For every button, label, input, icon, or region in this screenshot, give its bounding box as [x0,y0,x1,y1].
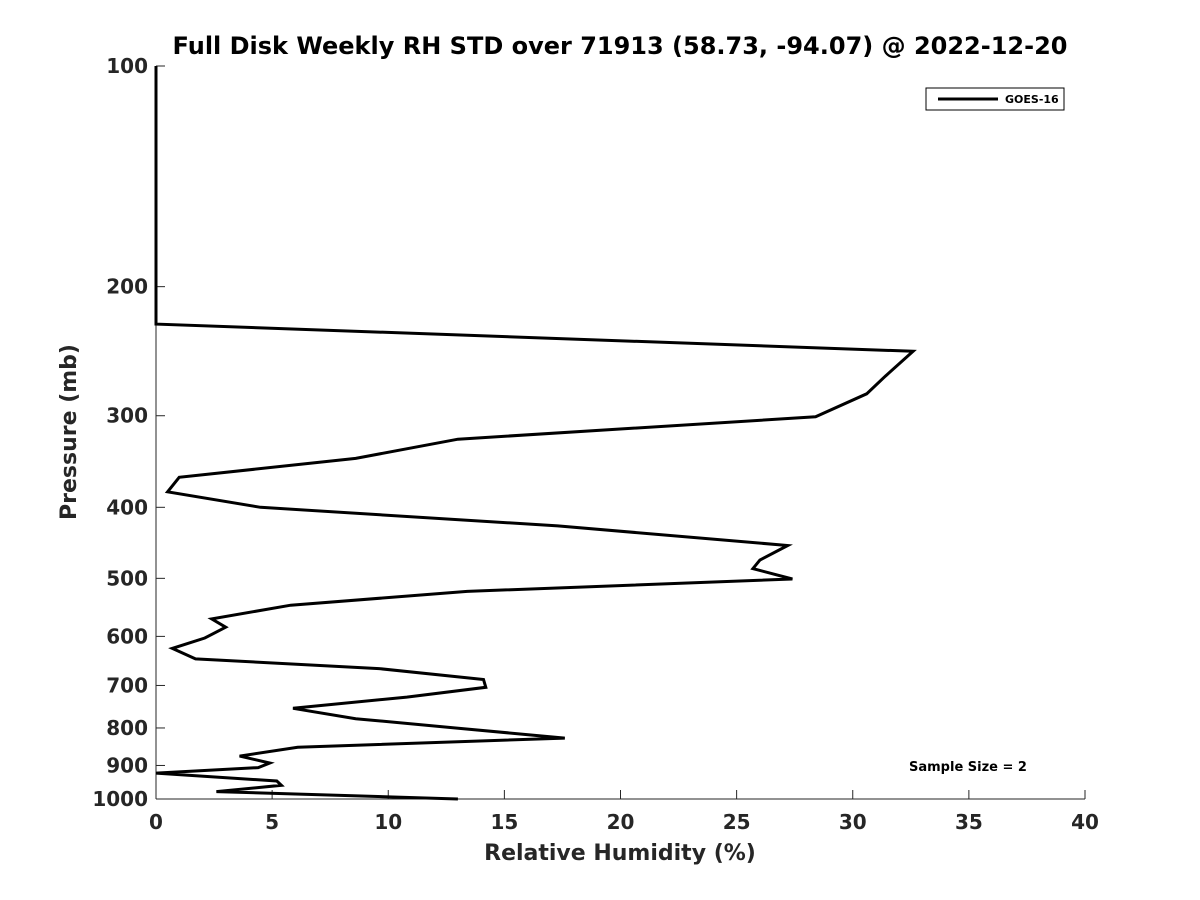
y-axis-ticks: 100 200 300 400 500 600 700 800 900 1000 [92,54,165,811]
x-tick-label: 15 [490,810,518,834]
x-tick-label: 30 [839,810,867,834]
y-tick-label: 500 [106,566,148,590]
series-layer [154,66,917,801]
y-tick-label: 700 [106,673,148,697]
x-axis-label: Relative Humidity (%) [484,841,756,866]
y-tick-label: 100 [106,54,148,78]
y-tick-label: 400 [106,495,148,519]
y-tick-label: 300 [106,404,148,428]
x-tick-label: 0 [149,810,163,834]
x-axis-ticks: 0 5 10 15 20 25 30 35 40 [149,790,1099,834]
y-tick-label: 200 [106,275,148,299]
y-tick-label: 600 [106,624,148,648]
chart-title: Full Disk Weekly RH STD over 71913 (58.7… [173,32,1068,60]
legend: GOES-16 [925,87,1065,111]
y-tick-label: 900 [106,753,148,777]
y-tick-label: 1000 [92,787,148,811]
sample-size-annotation: Sample Size = 2 [909,760,1027,775]
y-axis-label: Pressure (mb) [57,344,82,520]
x-tick-label: 20 [607,810,635,834]
x-tick-label: 35 [955,810,983,834]
series-line-0 [154,66,917,801]
x-tick-label: 40 [1071,810,1099,834]
plot-axes [155,66,1085,800]
x-tick-label: 5 [265,810,279,834]
legend-label-goes-16: GOES-16 [1005,93,1059,106]
x-tick-label: 10 [374,810,402,834]
y-tick-label: 800 [106,716,148,740]
x-tick-label: 25 [723,810,751,834]
